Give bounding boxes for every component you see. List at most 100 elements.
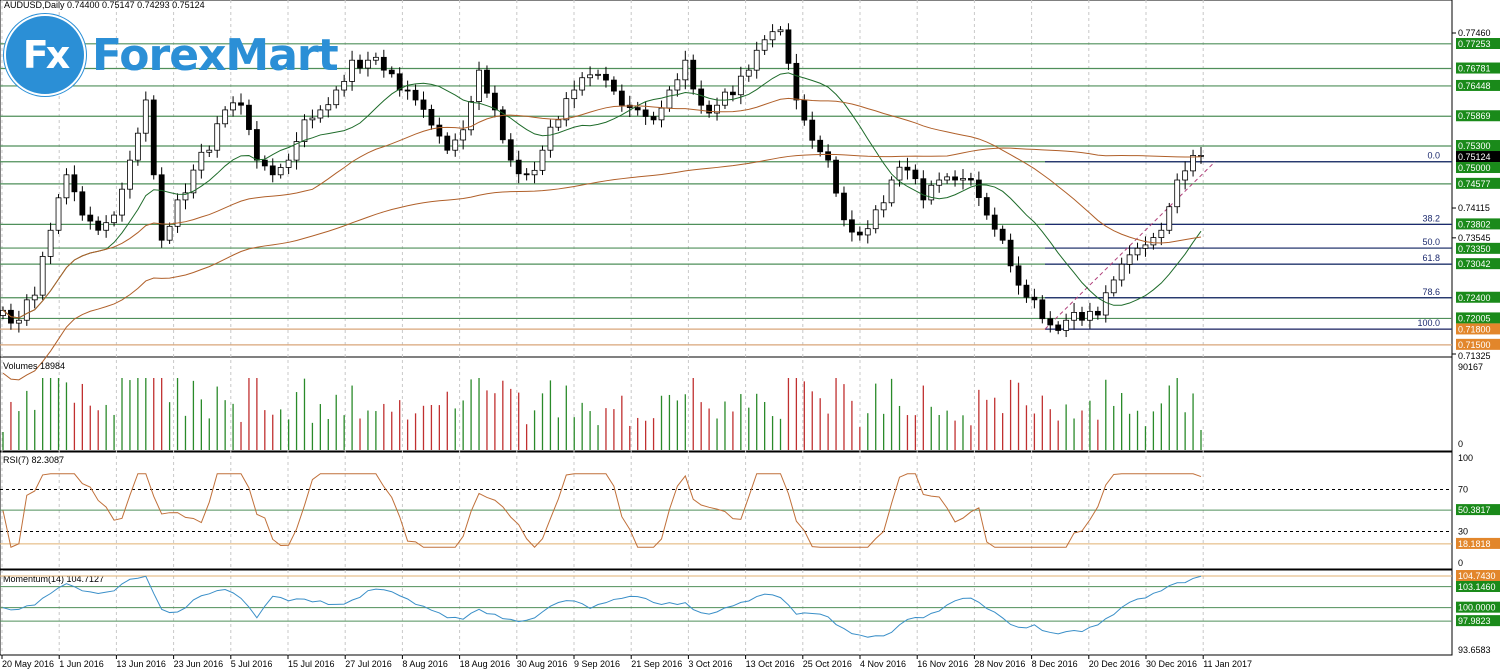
bull-candle: [206, 149, 213, 153]
volume-axis-min: 0: [1458, 439, 1463, 449]
bull-candle: [1071, 312, 1077, 321]
bull-candle: [1126, 254, 1133, 265]
bear-candle: [1079, 312, 1085, 321]
momentum-level-tag: [1456, 615, 1500, 627]
bear-candle: [650, 116, 657, 121]
price-axis-label: 0.74115: [1458, 203, 1490, 213]
bear-candle: [817, 139, 824, 153]
bull-candle: [579, 77, 586, 91]
bear-candle: [912, 169, 919, 180]
rsi-level-label: 50.3817: [1458, 505, 1491, 515]
bear-candle: [95, 220, 102, 231]
bear-candle: [856, 231, 863, 236]
logo-badge: Fx: [4, 14, 86, 96]
bull-candle: [341, 80, 348, 91]
level-tag: [1456, 312, 1500, 324]
bull-candle: [349, 59, 355, 82]
bear-candle: [523, 173, 530, 176]
bear-candle: [1055, 324, 1062, 331]
level-tag: [1456, 79, 1500, 91]
bull-candle: [55, 197, 62, 231]
bear-candle: [404, 89, 411, 92]
level-label: 0.73350: [1458, 244, 1491, 254]
chart-title: AUDUSD,Daily 0.74400 0.75147 0.74293 0.7…: [4, 0, 205, 10]
bull-candle: [230, 102, 236, 111]
level-tag: [1456, 110, 1500, 122]
bull-candle: [864, 228, 871, 236]
bull-candle: [1166, 206, 1173, 231]
level-tag: [1456, 177, 1500, 189]
bull-candle: [222, 109, 229, 125]
bull-candle: [658, 107, 665, 121]
panel-frame-3: [0, 569, 1453, 656]
rsi-level-tag: [1456, 537, 1500, 549]
bear-candle: [158, 174, 165, 241]
level-label: 0.75000: [1458, 163, 1491, 173]
date-label: 9 Sep 2016: [574, 659, 620, 669]
bull-candle: [1118, 263, 1125, 281]
bull-candle: [365, 59, 371, 69]
bear-candle: [841, 192, 847, 221]
bear-candle: [698, 88, 705, 106]
bear-candle: [388, 69, 395, 75]
bear-candle: [380, 56, 387, 71]
bear-candle: [801, 99, 808, 121]
bear-candle: [261, 159, 268, 167]
date-label: 20 May 2016: [2, 659, 54, 669]
bull-candle: [39, 256, 46, 296]
bull-candle: [293, 141, 300, 161]
level-tag: [1456, 291, 1500, 303]
level-label: 0.71800: [1458, 324, 1491, 334]
level-label: 0.75869: [1458, 111, 1491, 121]
bull-candle: [372, 56, 379, 61]
bear-candle: [809, 119, 816, 141]
bear-candle: [491, 92, 498, 111]
ma-slow-line: [2, 147, 1202, 381]
bear-candle: [611, 79, 617, 92]
volume-axis-max: 90167: [1458, 362, 1483, 372]
bull-candle: [23, 299, 30, 321]
rsi-axis-label: 100: [1458, 453, 1473, 463]
bull-candle: [468, 101, 474, 131]
price-axis-label: 0.77460: [1458, 28, 1491, 38]
bull-candle: [476, 69, 482, 102]
panel-frame-1: [0, 356, 1453, 452]
bear-candle: [1023, 284, 1030, 298]
date-label: 3 Oct 2016: [688, 659, 732, 669]
bull-candle: [452, 139, 459, 151]
fib-level-label: 0.0: [1427, 151, 1440, 161]
bear-candle: [1007, 239, 1014, 267]
bull-candle: [277, 167, 284, 176]
bull-candle: [769, 31, 776, 41]
bull-candle: [309, 117, 316, 121]
bull-candle: [190, 169, 197, 194]
bull-candle: [666, 89, 673, 109]
price-axis-label: 0.71325: [1458, 351, 1491, 361]
fib-level-label: 61.8: [1422, 253, 1440, 263]
bull-candle: [111, 214, 117, 224]
bear-candle: [968, 178, 974, 181]
fib-level-label: 50.0: [1422, 237, 1440, 247]
bull-candle: [745, 69, 752, 77]
level-tag: [1456, 140, 1500, 152]
momentum-line: [2, 575, 1202, 638]
fib-level-label: 38.2: [1422, 213, 1440, 223]
bull-candle: [872, 209, 879, 230]
bull-candle: [936, 179, 943, 186]
bull-candle: [1110, 279, 1117, 294]
bull-candle: [166, 225, 173, 241]
bull-candle: [103, 222, 110, 231]
bull-candle: [714, 104, 720, 114]
bear-candle: [87, 214, 94, 222]
bull-candle: [563, 98, 570, 121]
date-label: 30 Dec 2016: [1146, 659, 1197, 669]
bear-candle: [515, 159, 522, 175]
level-tag: [1456, 258, 1500, 270]
bull-candle: [460, 129, 467, 141]
momentum-label: Momentum(14) 104.7127: [3, 574, 104, 584]
bull-candle: [1134, 247, 1141, 256]
rsi-label: RSI(7) 82.3087: [3, 455, 64, 465]
momentum-level-tag: [1456, 570, 1500, 581]
bull-candle: [722, 91, 728, 106]
